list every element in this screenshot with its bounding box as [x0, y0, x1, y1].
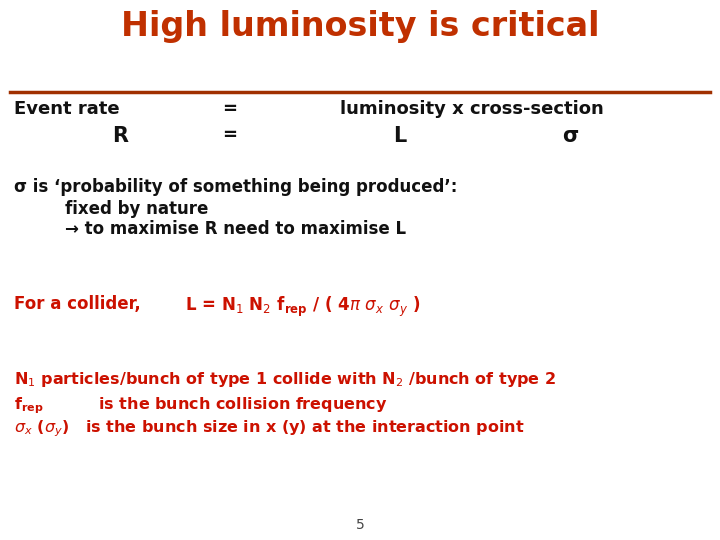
Text: L: L — [393, 126, 407, 146]
Text: Event rate: Event rate — [14, 100, 120, 118]
Text: fixed by nature: fixed by nature — [65, 200, 208, 218]
Text: σ: σ — [562, 126, 578, 146]
Text: =: = — [222, 100, 238, 118]
Text: For a collider,: For a collider, — [14, 295, 140, 313]
Text: luminosity x cross-section: luminosity x cross-section — [340, 100, 604, 118]
Text: σ is ‘probability of something being produced’:: σ is ‘probability of something being pro… — [14, 178, 457, 196]
Text: =: = — [222, 126, 238, 144]
Text: $\sigma_x$ ($\sigma_y$)   is the bunch size in x (y) at the interaction point: $\sigma_x$ ($\sigma_y$) is the bunch siz… — [14, 418, 525, 438]
Text: R: R — [112, 126, 128, 146]
Text: f$_{\mathregular{rep}}$          is the bunch collision frequency: f$_{\mathregular{rep}}$ is the bunch col… — [14, 395, 387, 416]
Text: → to maximise R need to maximise L: → to maximise R need to maximise L — [65, 220, 406, 238]
Text: L = N$_1$ N$_2$ f$_{\mathregular{rep}}$ / ( 4$\pi$ $\sigma_x$ $\sigma_y$ ): L = N$_1$ N$_2$ f$_{\mathregular{rep}}$ … — [185, 295, 420, 319]
Text: High luminosity is critical: High luminosity is critical — [121, 10, 599, 43]
Text: 5: 5 — [356, 518, 364, 532]
Text: N$_1$ particles/bunch of type 1 collide with N$_2$ /bunch of type 2: N$_1$ particles/bunch of type 1 collide … — [14, 370, 556, 389]
